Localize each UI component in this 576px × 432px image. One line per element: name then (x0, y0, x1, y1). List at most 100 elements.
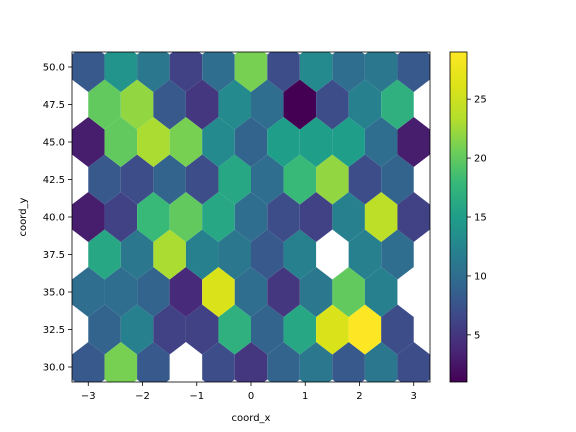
hexbin-cell (316, 79, 349, 130)
hexbin-cell (218, 229, 251, 280)
hexbin-cell (348, 304, 382, 355)
hexbin-cell (234, 342, 268, 382)
colorbar-axis: 5 10 15 20 25 (467, 95, 487, 341)
y-tick-label: 37.5 (43, 250, 65, 261)
colorbar-tick-label: 25 (474, 95, 487, 106)
hexbin-cell (364, 117, 398, 167)
y-tick-label: 45.0 (43, 138, 65, 149)
hexbin-cell (202, 52, 235, 92)
hexbin-cell (153, 154, 186, 205)
hexbin-cell (218, 79, 251, 130)
hexbin-cell (169, 117, 203, 167)
hexbin-cell (299, 117, 333, 167)
hexbin-cell (218, 304, 251, 355)
hexbin-cell (234, 267, 268, 317)
x-tick-label: 0 (248, 391, 254, 402)
hexbin-cell (88, 229, 121, 280)
hexbin-cell (381, 154, 414, 205)
hexbin-cell (185, 304, 219, 355)
hexbin-cell (267, 117, 300, 167)
x-tick-label: −1 (189, 391, 204, 402)
hexbin-cell (364, 267, 398, 317)
hexbin-cell (72, 267, 105, 317)
hexbin-cell (381, 304, 414, 355)
hexbin-cell (267, 342, 300, 382)
hexbin-cell (202, 192, 235, 242)
hexbin-cell (104, 192, 138, 242)
hexbin-cell (364, 52, 398, 92)
hexbin-cell (202, 342, 235, 382)
hexbin-cell (169, 52, 203, 92)
y-tick-label: 42.5 (43, 175, 65, 186)
hexbin-cell (137, 267, 170, 317)
x-tick-label: 2 (356, 391, 362, 402)
hexbin-cell (348, 229, 382, 280)
hexbin-cell (283, 229, 317, 280)
hexbin-cell (218, 154, 251, 205)
hexbin-cell (251, 79, 284, 130)
hexbin-cell (267, 267, 300, 317)
x-tick-label: 1 (302, 391, 308, 402)
hexbin-cell (104, 267, 138, 317)
hexbin-cell (202, 267, 235, 317)
hexbin-cell (299, 192, 333, 242)
y-tick-label: 30.0 (43, 363, 65, 374)
x-axis: −3 −2 −1 0 1 2 3 (81, 382, 417, 402)
y-axis: 30.0 32.5 35.0 37.5 40.0 42.5 45.0 47.5 50.0 (43, 63, 72, 374)
hexbin-cell (104, 117, 138, 167)
hexbin-cell (234, 117, 268, 167)
hexbin-cell (137, 192, 170, 242)
hexbin-cell (120, 229, 154, 280)
hexbin-cell (169, 267, 203, 317)
x-tick-label: −3 (81, 391, 96, 402)
hexbin-cell (364, 342, 398, 382)
y-tick-label: 50.0 (43, 63, 65, 74)
x-tick-label: 3 (411, 391, 417, 402)
y-tick-label: 40.0 (43, 213, 65, 224)
hexbin-cell (234, 192, 268, 242)
hexbin-cell (397, 342, 430, 382)
hexbin-cell (267, 192, 300, 242)
hexbin-cell (137, 117, 170, 167)
hexbin-cell (169, 192, 203, 242)
hexbin-cell (234, 52, 268, 92)
colorbar-tick-label: 10 (474, 271, 487, 282)
hexbin-cell (316, 304, 349, 355)
hexbin-cell (332, 117, 365, 167)
hexbin-cell (185, 229, 219, 280)
hexbin-cell (348, 154, 382, 205)
hexbin-cell (72, 192, 105, 242)
hexbin-cells (72, 52, 430, 382)
y-tick-label: 32.5 (43, 325, 65, 336)
hexbin-cell (251, 304, 284, 355)
colorbar-tick-label: 5 (474, 330, 480, 341)
hexbin-cell (88, 304, 121, 355)
x-axis-label: coord_x (232, 413, 271, 424)
hexbin-cell (137, 342, 170, 382)
hexbin-cell (332, 192, 365, 242)
hexbin-cell (397, 117, 430, 167)
hexbin-cell (120, 304, 154, 355)
hexbin-cell (72, 117, 105, 167)
hexbin-cell (397, 192, 430, 242)
hexbin-cell (88, 79, 121, 130)
x-tick-label: −2 (135, 391, 150, 402)
hexbin-cell (397, 52, 430, 92)
hexbin-cell (185, 154, 219, 205)
hexbin-cell (283, 154, 317, 205)
hexbin-cell (153, 304, 186, 355)
hexbin-cell (381, 229, 414, 280)
hexbin-cell (72, 52, 105, 92)
y-tick-label: 35.0 (43, 288, 65, 299)
colorbar (450, 52, 467, 382)
hexbin-cell (381, 79, 414, 130)
hexbin-cell (283, 79, 317, 130)
hexbin-cell (251, 154, 284, 205)
hexbin-cell (120, 79, 154, 130)
hexbin-cell (332, 52, 365, 92)
hexbin-cell (299, 52, 333, 92)
colorbar-tick-label: 20 (474, 154, 487, 165)
hexbin-cell (348, 79, 382, 130)
